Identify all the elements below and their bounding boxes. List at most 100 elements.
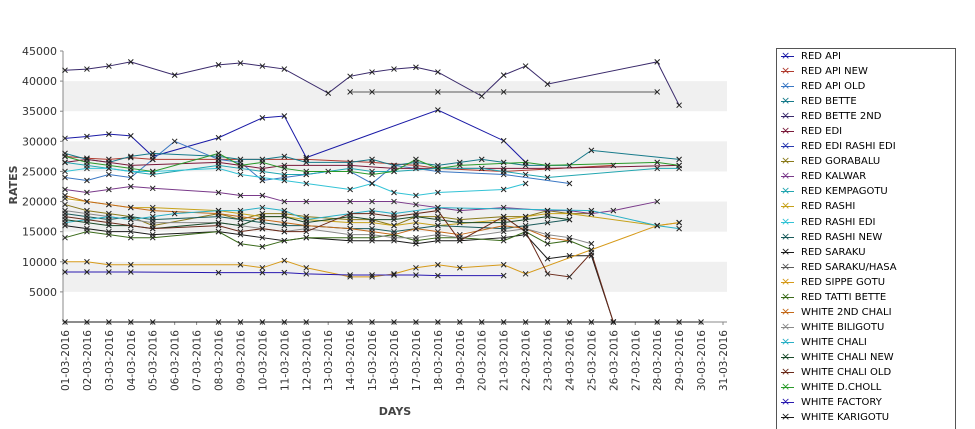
legend-label: RED SARAKU: [801, 246, 866, 258]
data-point: [413, 264, 419, 271]
data-point: [303, 228, 310, 235]
data-point: [347, 319, 353, 325]
data-point: [500, 213, 507, 220]
legend-label: RED GORABALU: [801, 156, 881, 168]
data-point: [588, 240, 595, 247]
data-point: [259, 319, 266, 325]
data-point: [435, 261, 441, 268]
data-point: [84, 155, 90, 162]
x-tick-label: 03-03-2016: [104, 330, 116, 391]
legend-label: RED RASHI: [801, 201, 856, 213]
data-point: [676, 156, 682, 163]
legend-marker-icon: ×: [781, 245, 794, 258]
plot-band: [63, 261, 727, 292]
data-point: [303, 198, 310, 205]
data-point: [544, 219, 551, 226]
data-point: [303, 219, 310, 226]
legend-item: × RED BETTE 2ND: [777, 109, 955, 124]
data-point: [544, 240, 551, 247]
data-point: [369, 210, 375, 217]
legend-label: RED SARAKU/HASA: [801, 261, 897, 273]
data-point: [566, 234, 573, 241]
y-tick-label: 30000: [22, 135, 57, 148]
data-point: [478, 93, 485, 100]
x-tick-label: 27-03-2016: [630, 330, 642, 391]
legend-item: × WHITE CHALI: [777, 335, 955, 350]
data-point: [347, 273, 353, 280]
data-point: [127, 234, 134, 241]
x-tick-label: 20-03-2016: [477, 330, 489, 391]
legend-marker-icon: ×: [781, 411, 794, 423]
data-point: [106, 269, 112, 275]
data-point: [500, 272, 507, 279]
data-point: [237, 228, 244, 235]
data-point: [676, 219, 682, 226]
data-point: [566, 319, 573, 325]
data-point: [259, 225, 266, 232]
data-point: [84, 228, 90, 235]
x-tick-label: 14-03-2016: [345, 330, 357, 391]
x-axis-title: DAYS: [379, 405, 412, 418]
data-point: [522, 270, 529, 277]
data-point: [259, 264, 266, 271]
x-tick-label: 10-03-2016: [257, 330, 269, 391]
x-tick-label: 15-03-2016: [367, 330, 379, 391]
data-point: [654, 222, 661, 229]
legend-marker-icon: ×: [781, 290, 794, 303]
legend-label: RED TATTI BETTE: [801, 291, 887, 303]
data-point: [127, 174, 134, 181]
data-point: [522, 180, 529, 187]
data-point: [215, 189, 222, 196]
data-point: [127, 154, 134, 161]
legend-marker-icon: ×: [781, 396, 794, 408]
data-point: [347, 198, 353, 205]
legend-label: RED API NEW: [801, 66, 868, 78]
legend-marker-icon: ×: [781, 185, 794, 197]
data-point: [347, 73, 353, 80]
data-point: [149, 185, 156, 192]
chart-legend: × RED API × RED API NEW × RED API OLD × RED BET…: [776, 48, 956, 429]
data-point: [149, 213, 156, 220]
data-point: [566, 273, 573, 280]
data-point: [478, 156, 485, 163]
data-point: [237, 192, 244, 199]
series-line: [65, 271, 504, 277]
legend-label: WHITE 2ND CHALI: [801, 306, 892, 318]
data-point: [500, 204, 507, 211]
data-point: [84, 216, 90, 223]
data-point: [566, 162, 573, 169]
data-point: [500, 219, 507, 226]
data-point: [259, 269, 266, 276]
data-point: [566, 216, 573, 223]
legend-label: WHITE KARIGOTU: [801, 412, 890, 424]
data-point: [544, 270, 551, 277]
data-point: [588, 147, 595, 154]
data-point: [413, 219, 419, 226]
legend-marker-icon: ×: [781, 260, 794, 273]
legend-item: × RED TATTI BETTE: [777, 290, 955, 305]
data-point: [149, 150, 156, 157]
legend-label: WHITE FACTORY: [801, 397, 882, 409]
data-point: [698, 319, 704, 325]
data-point: [391, 222, 397, 229]
data-point: [435, 222, 441, 229]
data-point: [215, 165, 222, 172]
data-point: [215, 319, 222, 325]
x-tick-label: 24-03-2016: [564, 330, 576, 391]
data-point: [347, 168, 353, 175]
data-point: [456, 219, 463, 226]
data-point: [127, 153, 134, 160]
x-axis: 01-03-2016 02-03-2016 03-03-2016 04-03-2016…: [60, 322, 730, 391]
legend-item: × WHITE D.CHOLL: [777, 380, 955, 395]
legend-item: × RED KALWAR: [777, 169, 955, 184]
legend-label: WHITE BILIGOTU: [801, 321, 885, 333]
data-point: [281, 319, 288, 325]
data-point: [281, 257, 288, 264]
x-tick-label: 21-03-2016: [499, 330, 511, 391]
data-point: [369, 272, 375, 278]
data-point: [610, 207, 617, 214]
x-tick-label: 17-03-2016: [411, 330, 423, 391]
plot-bands: [63, 81, 727, 292]
data-point: [106, 213, 112, 220]
